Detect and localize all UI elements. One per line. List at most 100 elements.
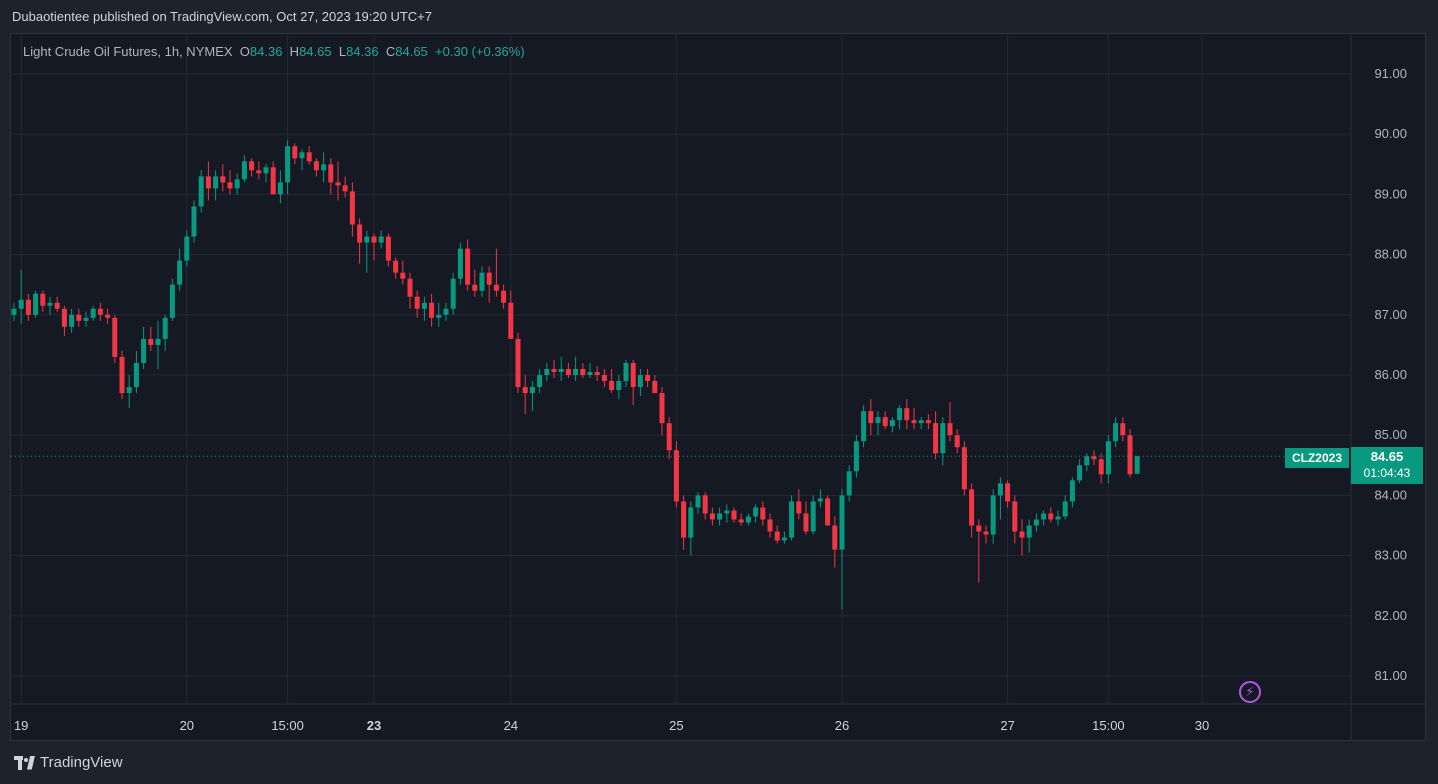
- candle-body: [227, 182, 233, 189]
- y-tick-label: 89.00: [1374, 186, 1407, 201]
- candle-body: [357, 224, 363, 243]
- candle-body: [429, 302, 435, 318]
- candle-body: [911, 420, 917, 424]
- y-tick-label: 88.00: [1374, 247, 1407, 262]
- candle-body: [1012, 501, 1018, 532]
- candle-body: [1098, 459, 1104, 475]
- publisher-line: Dubaotientee published on TradingView.co…: [12, 9, 433, 24]
- candle-body: [234, 179, 240, 189]
- footer: TradingView: [0, 741, 1438, 784]
- candle-body: [364, 236, 370, 243]
- candle-body: [688, 507, 694, 538]
- candle-body: [745, 516, 751, 523]
- candle-body: [695, 495, 701, 508]
- candle-body: [724, 510, 730, 514]
- candle-body: [731, 510, 737, 520]
- candle-body: [40, 293, 46, 306]
- candle-body: [241, 161, 247, 180]
- candle-body: [1019, 531, 1025, 538]
- candle-body: [904, 408, 910, 421]
- candle-body: [465, 248, 471, 285]
- candle-body: [112, 317, 118, 357]
- candle-body: [897, 408, 903, 421]
- last-price: 84.65: [1370, 449, 1404, 464]
- candle-body: [954, 435, 960, 448]
- y-tick-label: 87.00: [1374, 307, 1407, 322]
- x-tick-label: 27: [1000, 718, 1014, 733]
- candle-body: [169, 284, 175, 318]
- candle-body: [1105, 441, 1111, 475]
- candle-body: [947, 423, 953, 436]
- candle-body: [558, 368, 564, 372]
- low-value: 84.36: [346, 44, 379, 59]
- y-tick-label: 82.00: [1374, 608, 1407, 623]
- y-tick-label: 81.00: [1374, 668, 1407, 683]
- candle-body: [702, 495, 708, 514]
- candle-body: [191, 206, 197, 237]
- candle-body: [1127, 435, 1133, 475]
- change-value: +0.30 (+0.36%): [435, 44, 525, 59]
- candle-body: [1077, 465, 1083, 481]
- lightning-bolt-icon[interactable]: ⚡: [1239, 681, 1261, 703]
- candle-body: [666, 423, 672, 451]
- candlestick-chart[interactable]: 81.00 82.00 83.00 84.00 85.00 86.00 87.00 88.00…: [11, 34, 1425, 740]
- candle-body: [839, 495, 845, 550]
- candle-body: [148, 338, 154, 345]
- x-tick-label: 15:00: [1092, 718, 1125, 733]
- candle-body: [400, 272, 406, 279]
- candle-body: [249, 161, 255, 171]
- candle-body: [141, 338, 147, 363]
- chart-area[interactable]: 81.00 82.00 83.00 84.00 85.00 86.00 87.00 88.00…: [10, 33, 1426, 741]
- candle-body: [220, 176, 226, 183]
- candle-body: [990, 495, 996, 535]
- candle-body: [760, 507, 766, 520]
- candle-body: [551, 368, 557, 372]
- candle-body: [54, 302, 60, 309]
- last-price-tag: 84.65 01:04:43: [1351, 447, 1423, 484]
- candle-body: [781, 537, 787, 541]
- candle-body: [601, 375, 607, 382]
- candle-body: [997, 483, 1003, 496]
- candle-body: [846, 471, 852, 496]
- candle-body: [292, 146, 298, 159]
- instrument-label: Light Crude Oil Futures, 1h, NYMEX: [23, 44, 233, 59]
- candle-body: [313, 161, 319, 171]
- candle-body: [515, 338, 521, 388]
- candle-body: [623, 362, 629, 382]
- candle-body: [616, 381, 622, 391]
- y-tick-label: 91.00: [1374, 66, 1407, 81]
- brand-name: TradingView: [40, 754, 123, 771]
- candle-body: [580, 368, 586, 375]
- candle-body: [925, 420, 931, 424]
- candle-body: [789, 501, 795, 538]
- candle-body: [256, 170, 262, 174]
- candle-body: [918, 420, 924, 424]
- candle-body: [508, 302, 514, 339]
- candle-body: [796, 501, 802, 514]
- candle-body: [501, 290, 507, 303]
- candle-body: [198, 176, 204, 207]
- candle-body: [1062, 501, 1068, 517]
- candle-body: [637, 375, 643, 388]
- symbol-tag: CLZ2023: [1285, 448, 1349, 468]
- candle-body: [609, 381, 615, 391]
- candle-body: [457, 248, 463, 279]
- candle-body: [277, 182, 283, 195]
- candle-body: [882, 417, 888, 427]
- y-tick-label: 90.00: [1374, 126, 1407, 141]
- candle-body: [659, 393, 665, 424]
- candle-body: [177, 260, 183, 285]
- candle-body: [969, 489, 975, 526]
- candle-body: [1069, 480, 1075, 502]
- bar-countdown: 01:04:43: [1363, 466, 1411, 480]
- candle-body: [285, 146, 291, 183]
- candle-body: [90, 308, 96, 318]
- candle-body: [825, 498, 831, 526]
- close-value: 84.65: [395, 44, 428, 59]
- candle-body: [594, 371, 600, 375]
- candle-body: [1134, 456, 1140, 474]
- candle-body: [861, 411, 867, 442]
- x-tick-label: 23: [367, 718, 381, 733]
- candle-body: [767, 519, 773, 532]
- candle-body: [263, 167, 269, 174]
